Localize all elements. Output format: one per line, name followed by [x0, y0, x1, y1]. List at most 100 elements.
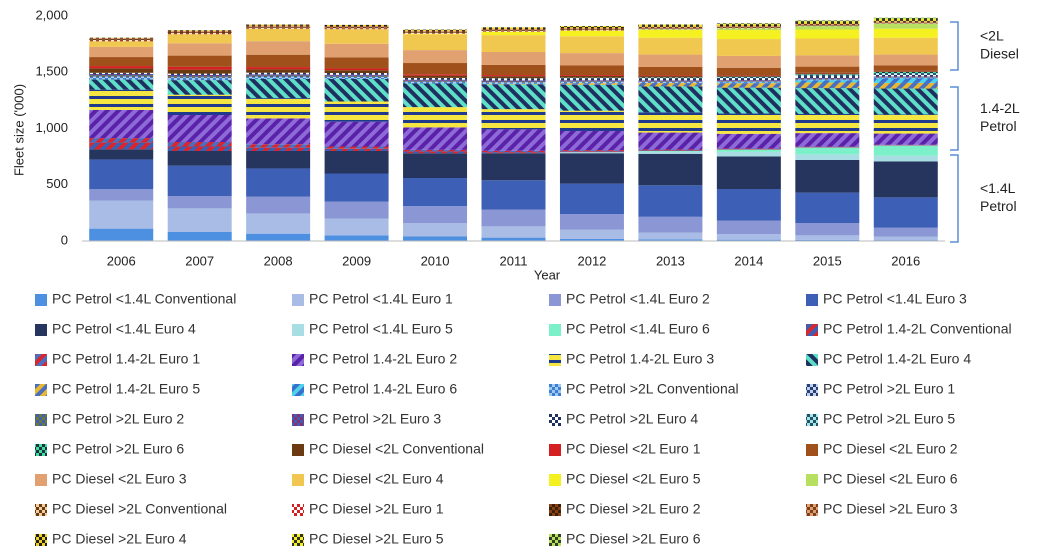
bar-segment [167, 73, 232, 75]
bar-segment [403, 82, 468, 84]
bar-segment [795, 73, 860, 75]
bar-segment [403, 83, 468, 108]
bar-segment [324, 121, 389, 147]
bar-segment [559, 29, 624, 31]
bar-segment [716, 80, 781, 82]
bar-segment [638, 239, 703, 241]
bar-segment [638, 185, 703, 217]
legend-label: PC Petrol 1.4-2L Euro 5 [52, 381, 200, 397]
bar-segment [481, 76, 546, 79]
bar-segment [324, 74, 389, 76]
bar-segment [89, 189, 154, 201]
legend-swatch [35, 444, 47, 456]
bar-segment [481, 31, 546, 36]
bar-segment [403, 29, 468, 31]
bar-segment [89, 40, 154, 42]
bar-segment [246, 196, 311, 214]
bar-segment [716, 156, 781, 190]
bar-segment [246, 28, 311, 42]
bar-segment [481, 27, 546, 29]
bar-segment [559, 150, 624, 152]
legend-label: PC Petrol >2L Conventional [566, 381, 739, 397]
bar-segment [638, 24, 703, 26]
bar-segment [795, 154, 860, 160]
bar-segment [559, 75, 624, 78]
legend-label: PC Petrol 1.4-2L Euro 4 [823, 351, 971, 367]
bar-segment [873, 155, 938, 162]
bar-segment [481, 180, 546, 210]
legend-label: PC Petrol >2L Euro 6 [52, 441, 184, 457]
bar-segment [873, 23, 938, 29]
bar-segment [246, 25, 311, 27]
bar-segment [795, 82, 860, 89]
bar-segment [795, 223, 860, 236]
bar-segment [638, 75, 703, 77]
bar-segment [638, 29, 703, 30]
bar-segment [795, 192, 860, 223]
bar-segment [638, 83, 703, 87]
legend-label: PC Petrol 1.4-2L Euro 1 [52, 351, 200, 367]
legend-label: PC Petrol >2L Euro 5 [823, 411, 955, 427]
legend-label: PC Petrol <1.4L Conventional [52, 291, 236, 307]
bar-segment [716, 189, 781, 221]
bar-segment [89, 142, 154, 150]
bar-segment [481, 52, 546, 65]
bar-segment [324, 151, 389, 174]
x-axis-title: Year [534, 267, 561, 282]
bar-segment [873, 145, 938, 156]
x-tick-label: 2008 [264, 253, 293, 268]
bar-segment [716, 76, 781, 79]
bar-segment [246, 144, 311, 148]
bar-segment [324, 218, 389, 236]
x-tick-label: 2013 [656, 253, 685, 268]
bar-segment [873, 74, 938, 77]
y-tick-label: 1,000 [35, 120, 68, 135]
bar-segment [638, 80, 703, 82]
bar-segment [246, 54, 311, 68]
bar-segment [89, 79, 154, 90]
bar-segment [324, 73, 389, 75]
bar-segment [638, 28, 703, 29]
bar-segment [873, 65, 938, 71]
bar-segment [716, 82, 781, 84]
bar-segment [89, 41, 154, 47]
bar-segment [89, 38, 154, 40]
bar-segment [559, 77, 624, 79]
x-tick-label: 2011 [500, 253, 528, 268]
x-tick-label: 2015 [813, 253, 842, 268]
bar-segment [403, 63, 468, 75]
bar-segment [167, 115, 232, 142]
bar-segment [246, 75, 311, 77]
bar-segment [246, 168, 311, 197]
legend-swatch [806, 384, 818, 396]
bar-segment [638, 37, 703, 55]
bar-segment [403, 74, 468, 76]
bar-segment [559, 36, 624, 54]
bar-segment [716, 75, 781, 76]
bar-segment [481, 84, 546, 110]
bar-segment [167, 32, 232, 34]
bar-segment [246, 24, 311, 26]
legend-swatch [35, 354, 47, 366]
bar-segment [89, 228, 154, 241]
bar-segment [89, 38, 154, 39]
bar-segment [638, 149, 703, 151]
bar-segment [246, 26, 311, 28]
bar-segment [559, 30, 624, 37]
bar-segment [716, 133, 781, 149]
bar-segment [559, 65, 624, 76]
legend-swatch [549, 474, 561, 486]
bar-segment [638, 82, 703, 84]
bar-segment [481, 237, 546, 241]
legend-swatch [549, 414, 561, 426]
bar-segment [89, 72, 154, 74]
bar-segment [795, 29, 860, 39]
bar-segment [481, 152, 546, 154]
bar-segment [167, 33, 232, 35]
bar-segment [324, 77, 389, 79]
legend-swatch [292, 324, 304, 336]
bar-segment [89, 66, 154, 69]
y-tick-label: 0 [61, 232, 68, 247]
bar-segment [716, 87, 781, 114]
bar-segment [559, 130, 624, 151]
